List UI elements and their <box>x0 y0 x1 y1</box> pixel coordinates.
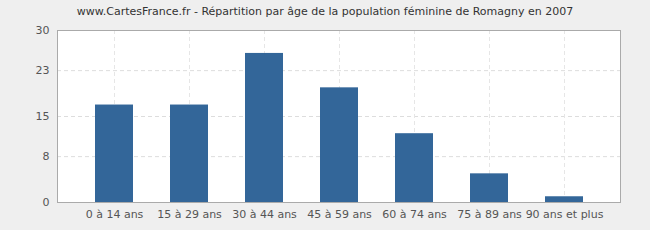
svg-text:30 à 44 ans: 30 à 44 ans <box>232 208 297 221</box>
svg-text:15: 15 <box>36 110 50 123</box>
svg-text:15 à 29 ans: 15 à 29 ans <box>157 208 222 221</box>
svg-text:0: 0 <box>43 196 50 209</box>
svg-text:60 à 74 ans: 60 à 74 ans <box>382 208 447 221</box>
svg-text:30: 30 <box>36 24 50 37</box>
html-text:www.CartesFrance.fr - Répartit: www.CartesFrance.fr - Répartition par âg… <box>76 5 574 18</box>
svg-text:90 ans et plus: 90 ans et plus <box>526 208 604 221</box>
svg-text:75 à 89 ans: 75 à 89 ans <box>457 208 522 221</box>
svg-text:8: 8 <box>43 150 50 163</box>
svg-text:23: 23 <box>36 64 50 77</box>
svg-text:45 à 59 ans: 45 à 59 ans <box>307 208 372 221</box>
svg-text:0 à 14 ans: 0 à 14 ans <box>86 208 144 221</box>
